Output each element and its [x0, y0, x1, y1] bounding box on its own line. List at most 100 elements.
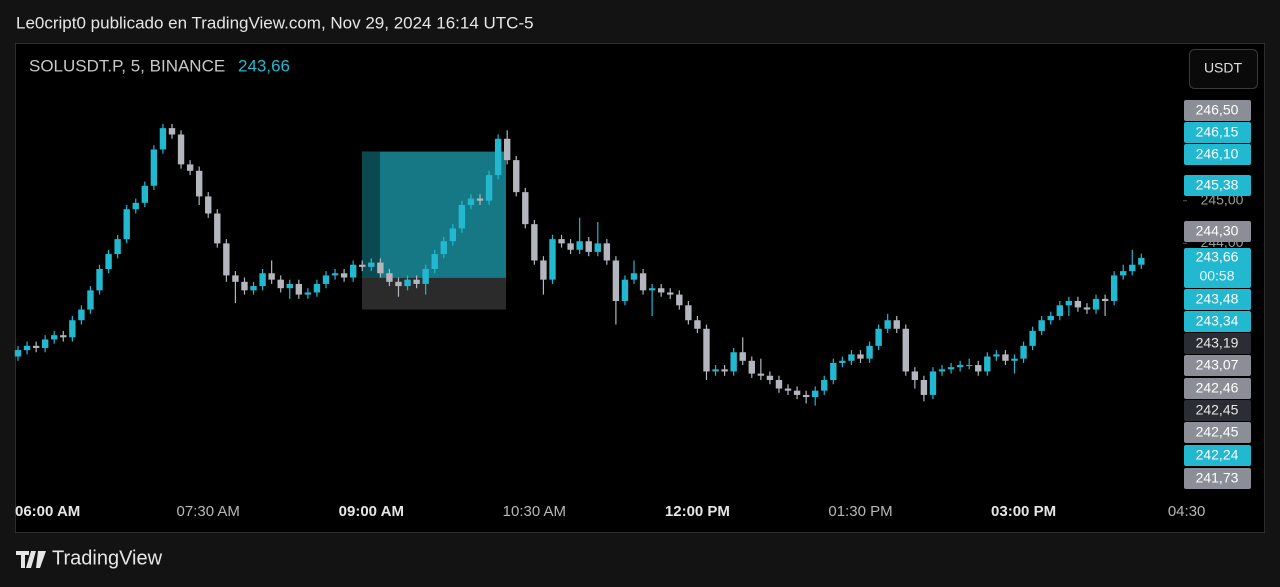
candle-body — [404, 279, 411, 287]
price-label-box — [1184, 289, 1251, 310]
candle-body — [911, 371, 919, 380]
candle-body — [195, 170, 203, 197]
candle-body — [531, 224, 538, 261]
candle-body — [639, 273, 647, 291]
candle-body — [1101, 298, 1109, 302]
candle-body — [377, 262, 384, 274]
candle-body — [766, 375, 774, 380]
stop-zone — [362, 277, 506, 310]
price-label-box — [1184, 400, 1251, 421]
candle-body — [205, 196, 212, 214]
candle-body — [458, 204, 466, 229]
candle-body — [549, 239, 556, 280]
candle-body — [667, 292, 674, 295]
price-label-box — [1184, 122, 1251, 143]
candle-body — [331, 273, 339, 276]
candle-body — [105, 254, 112, 269]
candle-body — [975, 365, 982, 372]
candle-body — [69, 320, 76, 338]
candle-body — [739, 352, 746, 361]
candle-body — [621, 279, 629, 302]
candle-body — [286, 283, 293, 289]
candle-body — [839, 360, 846, 363]
candle-body — [214, 213, 221, 244]
price-label-box — [1184, 445, 1251, 466]
candle-body — [712, 369, 719, 372]
price-label: 246,10 — [1196, 146, 1239, 162]
symbol-title: SOLUSDT.P, 5, BINANCE — [29, 56, 225, 75]
candle-body — [14, 350, 22, 357]
candle-body — [503, 138, 511, 161]
candle-body — [676, 294, 683, 306]
price-label: 245,38 — [1196, 177, 1239, 193]
plot-area — [14, 123, 1145, 406]
price-label-box — [1184, 333, 1251, 354]
candle-body — [413, 279, 420, 284]
candle-body — [1047, 315, 1054, 321]
candle-body — [1056, 305, 1063, 316]
publisher-line: Le0cript0 publicado en TradingView.com, … — [16, 13, 534, 32]
candle-body — [947, 367, 955, 370]
candle-body — [250, 286, 257, 291]
candle-body — [467, 198, 475, 205]
price-label: 246,50 — [1196, 102, 1239, 118]
candle-body — [1029, 330, 1036, 346]
candle-body — [884, 320, 891, 329]
price-label: 242,46 — [1196, 380, 1239, 396]
price-label: 242,45 — [1196, 402, 1239, 418]
candle-body — [51, 335, 58, 340]
candle-body — [395, 281, 402, 287]
currency-button[interactable] — [1189, 49, 1258, 89]
candle-body — [929, 371, 937, 395]
candle-body — [1120, 271, 1127, 276]
candle-body — [558, 239, 565, 244]
price-label-box — [1184, 355, 1251, 376]
price-label-box — [1184, 100, 1251, 121]
candle-body — [186, 164, 194, 171]
currency-button-label[interactable]: USDT — [1204, 60, 1243, 76]
price-label: 244,30 — [1196, 223, 1239, 239]
price-label: 243,19 — [1196, 335, 1239, 351]
candle-body — [540, 260, 547, 280]
x-tick-label: 10:30 AM — [503, 503, 566, 520]
candle-body — [848, 354, 855, 361]
candle-body — [567, 243, 574, 250]
last-price-label: 243,66 — [1196, 249, 1239, 265]
candle-body — [340, 273, 348, 278]
candle-body — [893, 320, 900, 329]
candle-body — [657, 288, 665, 293]
candle-body — [522, 192, 529, 225]
candle-body — [811, 390, 819, 398]
candle-body — [984, 356, 991, 372]
candle-body — [703, 328, 710, 372]
candle-body — [150, 149, 158, 186]
candle-body — [114, 239, 121, 255]
candle-body — [1002, 354, 1009, 361]
candle-body — [60, 335, 67, 338]
candle-body — [1074, 301, 1082, 308]
x-tick-label: 04:30 — [1168, 503, 1206, 520]
x-tick-label: 09:00 AM — [339, 503, 404, 520]
price-label: 242,24 — [1196, 447, 1239, 463]
candle-body — [821, 379, 828, 391]
candle-body — [368, 262, 375, 267]
candle-body — [123, 209, 130, 240]
candle-body — [494, 138, 502, 176]
candle-body — [322, 275, 330, 284]
candle-body — [784, 388, 792, 391]
candle-body — [603, 243, 611, 261]
candle-body — [1038, 320, 1045, 331]
candle-body — [295, 283, 303, 295]
candle-body — [748, 360, 755, 374]
candle-body — [730, 352, 737, 372]
candle-body — [585, 241, 592, 252]
candle-body — [96, 268, 103, 291]
countdown: 00:58 — [1199, 268, 1234, 284]
candle-body — [802, 394, 810, 398]
x-tick-label: 03:00 PM — [991, 503, 1056, 520]
candle-body — [685, 305, 692, 321]
price-label-box — [1184, 468, 1251, 489]
candle-body — [875, 328, 882, 346]
candle-body — [793, 390, 801, 395]
